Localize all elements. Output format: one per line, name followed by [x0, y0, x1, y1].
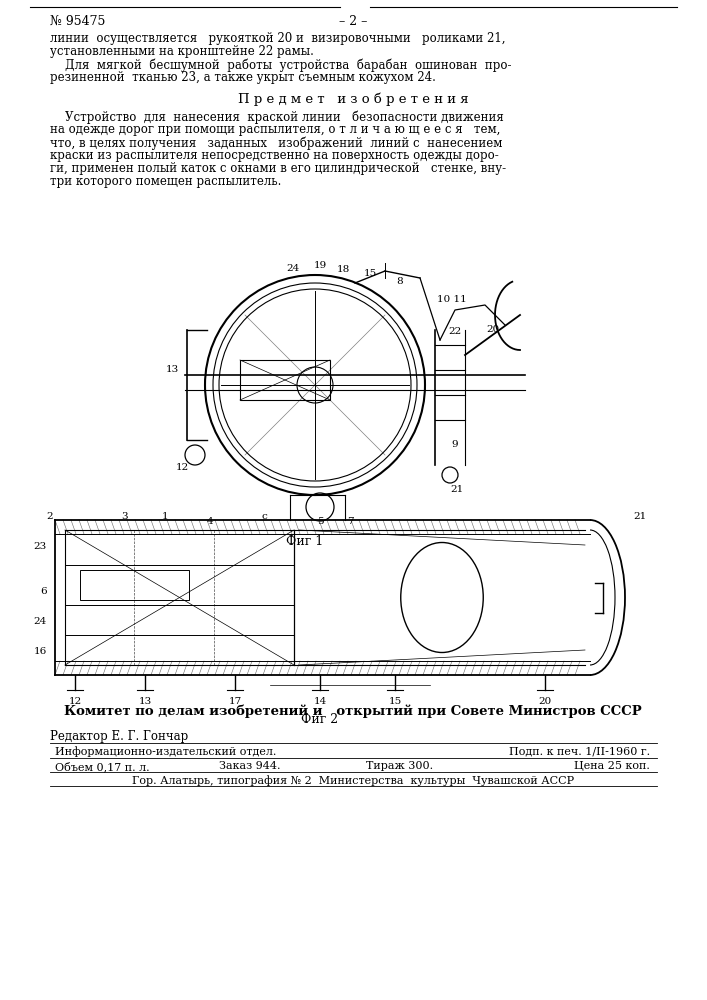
Text: 24: 24 [34, 617, 47, 626]
Text: 20: 20 [538, 697, 551, 706]
Text: 1: 1 [162, 512, 168, 521]
Bar [240, 360, 330, 400]
Text: краски из распылителя непосредственно на поверхность одежды доро-: краски из распылителя непосредственно на… [50, 149, 498, 162]
Text: 22: 22 [448, 327, 462, 336]
Text: 5: 5 [317, 517, 323, 526]
Text: 3: 3 [122, 512, 128, 521]
Text: Фиг 1: Фиг 1 [286, 535, 324, 548]
Text: на одежде дорог при помощи распылителя, о т л и ч а ю щ е е с я   тем,: на одежде дорог при помощи распылителя, … [50, 123, 501, 136]
Text: Подп. к печ. 1/II-1960 г.: Подп. к печ. 1/II-1960 г. [509, 746, 650, 756]
Text: Фиг 2: Фиг 2 [301, 713, 339, 726]
Text: Тираж 300.: Тираж 300. [366, 761, 433, 771]
Text: Объем 0,17 п. л.: Объем 0,17 п. л. [55, 761, 150, 772]
Text: 15: 15 [363, 269, 377, 278]
Text: 16: 16 [34, 647, 47, 656]
Text: 14: 14 [313, 697, 327, 706]
Text: установленными на кронштейне 22 рамы.: установленными на кронштейне 22 рамы. [50, 45, 314, 58]
Text: 7: 7 [346, 517, 354, 526]
Text: Для  мягкой  бесшумной  работы  устройства  барабан  ошинован  про-: Для мягкой бесшумной работы устройства б… [50, 58, 511, 72]
Text: 9: 9 [452, 440, 458, 449]
Text: 13: 13 [139, 697, 151, 706]
Text: 21: 21 [633, 512, 647, 521]
Text: 23: 23 [34, 542, 47, 551]
Text: Информационно-издательский отдел.: Информационно-издательский отдел. [55, 746, 276, 757]
Text: 21: 21 [450, 485, 464, 494]
Text: 15: 15 [388, 697, 402, 706]
Text: Комитет по делам изобретений и   открытий при Совете Министров СССР: Комитет по делам изобретений и открытий … [64, 705, 642, 718]
Text: П р е д м е т   и з о б р е т е н и я: П р е д м е т и з о б р е т е н и я [238, 92, 468, 105]
Text: 19: 19 [313, 261, 327, 270]
Text: 13: 13 [165, 365, 179, 374]
Text: 12: 12 [175, 463, 189, 472]
Text: c: c [261, 512, 267, 521]
Text: 24: 24 [286, 264, 300, 273]
Text: 12: 12 [69, 697, 81, 706]
Text: резиненной  тканью 23, а также укрыт съемным кожухом 24.: резиненной тканью 23, а также укрыт съем… [50, 71, 436, 84]
Text: три которого помещен распылитель.: три которого помещен распылитель. [50, 175, 281, 188]
Text: что, в целях получения   заданных   изображений  линий с  нанесением: что, в целях получения заданных изображе… [50, 136, 503, 149]
Text: 17: 17 [228, 697, 242, 706]
Text: ги, применен полый каток с окнами в его цилиндрической   стенке, вну-: ги, применен полый каток с окнами в его … [50, 162, 506, 175]
Text: – 2 –: – 2 – [339, 15, 367, 28]
Bar [80, 570, 189, 600]
Text: Гор. Алатырь, типография № 2  Министерства  культуры  Чувашской АССР: Гор. Алатырь, типография № 2 Министерств… [132, 775, 574, 786]
Text: 18: 18 [337, 265, 350, 274]
Text: 20: 20 [486, 325, 500, 334]
Text: линии  осуществляется   рукояткой 20 и  визировочными   роликами 21,: линии осуществляется рукояткой 20 и визи… [50, 32, 506, 45]
Text: 2: 2 [47, 512, 53, 521]
Text: Цена 25 коп.: Цена 25 коп. [574, 761, 650, 771]
Text: 4: 4 [206, 517, 214, 526]
Text: 10 11: 10 11 [437, 295, 467, 304]
Text: 6: 6 [40, 587, 47, 596]
Text: 8: 8 [397, 277, 403, 286]
Text: Редактор Е. Г. Гончар: Редактор Е. Г. Гончар [50, 730, 188, 743]
Text: № 95475: № 95475 [50, 15, 105, 28]
Text: Устройство  для  нанесения  краской линии   безопасности движения: Устройство для нанесения краской линии б… [50, 110, 504, 123]
Text: Заказ 944.: Заказ 944. [219, 761, 281, 771]
